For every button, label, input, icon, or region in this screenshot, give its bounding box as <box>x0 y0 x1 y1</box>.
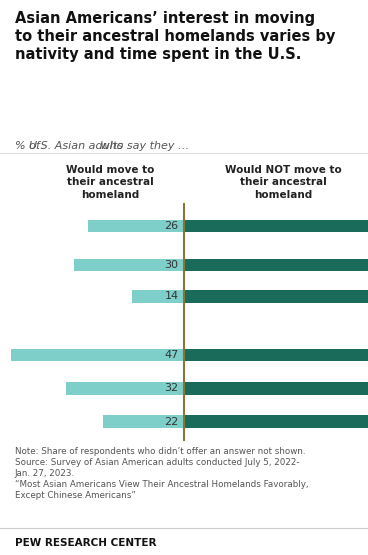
Text: % of: % of <box>15 141 43 151</box>
Bar <box>132 290 184 302</box>
Bar <box>103 415 184 428</box>
Text: 26: 26 <box>164 221 178 231</box>
Text: who say they …: who say they … <box>97 141 189 151</box>
Bar <box>66 382 184 395</box>
Bar <box>184 415 368 428</box>
Text: Asian Americans’ interest in moving
to their ancestral homelands varies by
nativ: Asian Americans’ interest in moving to t… <box>15 11 335 62</box>
Bar <box>184 349 368 361</box>
Text: 47: 47 <box>164 350 178 360</box>
Text: PEW RESEARCH CENTER: PEW RESEARCH CENTER <box>15 538 156 548</box>
Bar <box>184 290 368 302</box>
Bar <box>184 259 368 271</box>
Text: U.S. Asian adults: U.S. Asian adults <box>29 141 123 151</box>
Bar <box>88 220 184 233</box>
Text: Note: Share of respondents who didn’t offer an answer not shown.
Source: Survey : Note: Share of respondents who didn’t of… <box>15 447 308 500</box>
Bar <box>74 259 184 271</box>
Text: 22: 22 <box>164 417 178 427</box>
Text: Would NOT move to
their ancestral
homeland: Would NOT move to their ancestral homela… <box>225 165 342 200</box>
Bar <box>11 349 184 361</box>
Text: Would move to
their ancestral
homeland: Would move to their ancestral homeland <box>66 165 155 200</box>
Text: 32: 32 <box>164 384 178 393</box>
Text: 30: 30 <box>164 260 178 270</box>
Text: 14: 14 <box>164 291 178 301</box>
Bar <box>184 220 368 233</box>
Bar <box>184 382 368 395</box>
